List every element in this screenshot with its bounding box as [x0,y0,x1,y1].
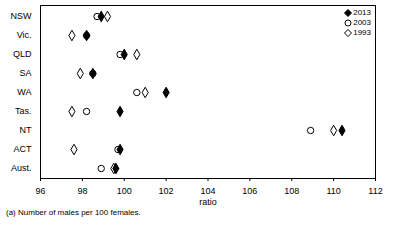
svg-text:106: 106 [242,186,257,196]
svg-text:112: 112 [368,186,382,196]
svg-text:98: 98 [77,186,87,196]
svg-text:104: 104 [200,186,215,196]
svg-text:WA: WA [17,87,31,97]
svg-text:100: 100 [117,186,132,196]
svg-text:ACT: ACT [14,144,33,154]
svg-text:108: 108 [284,186,299,196]
svg-text:Aust.: Aust. [11,163,32,173]
svg-text:QLD: QLD [13,49,32,59]
html-text:1993: 1993 [353,28,371,37]
html-text:2013: 2013 [353,8,371,17]
svg-text:Tas.: Tas. [15,106,32,116]
html-text:2003: 2003 [353,18,371,27]
svg-text:96: 96 [35,186,45,196]
svg-text:102: 102 [159,186,174,196]
svg-text:ratio: ratio [199,197,217,207]
svg-text:110: 110 [326,186,340,196]
svg-text:Vic.: Vic. [17,30,32,40]
html-text:(a) Number of males per 100 fe: (a) Number of males per 100 females. [6,208,141,217]
svg-text:NSW: NSW [11,11,33,21]
svg-text:NT: NT [20,125,32,135]
svg-text:SA: SA [19,68,31,78]
